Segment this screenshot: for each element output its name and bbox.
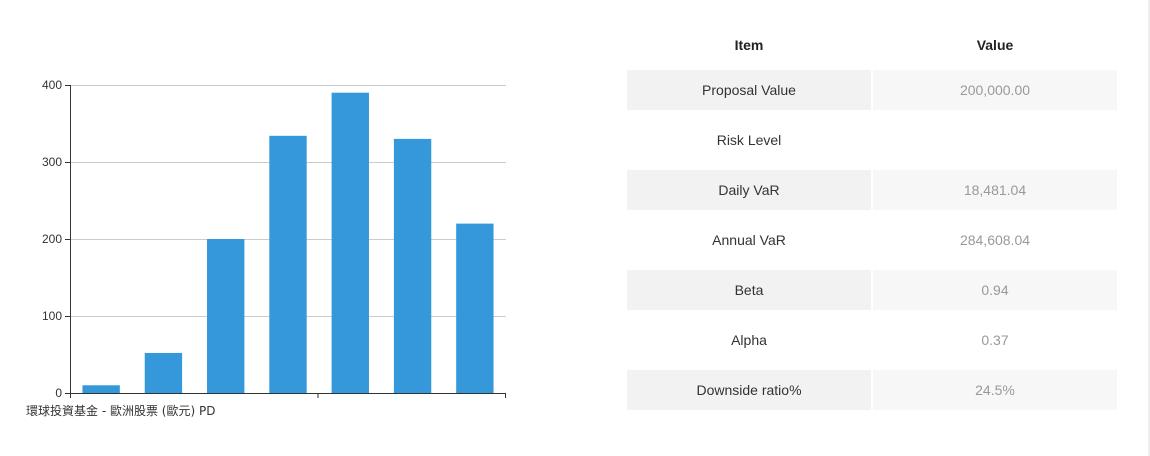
- table-row: Daily VaR 18,481.04: [627, 165, 1117, 215]
- bar: [456, 223, 494, 393]
- y-tick-label: 400: [42, 78, 62, 92]
- bar: [144, 352, 183, 393]
- row-value-risk-level: [871, 115, 1117, 165]
- table-row: Proposal Value 200,000.00: [627, 65, 1117, 115]
- row-label-beta: Beta: [627, 265, 871, 315]
- row-value-beta: 0.94: [871, 265, 1117, 315]
- bar: [269, 135, 307, 393]
- table-row: Downside ratio% 24.5%: [627, 365, 1117, 415]
- row-label-daily-var: Daily VaR: [627, 165, 871, 215]
- row-label-downside-ratio: Downside ratio%: [627, 365, 871, 415]
- row-label-risk-level: Risk Level: [627, 115, 871, 165]
- x-axis-series-label: 環球投資基金 - 歐洲股票 (歐元) PD: [26, 404, 216, 418]
- row-label-annual-var: Annual VaR: [627, 215, 871, 265]
- row-label-alpha: Alpha: [627, 315, 871, 365]
- row-value-proposal-value: 200,000.00: [871, 65, 1117, 115]
- scroll-edge: [1148, 0, 1150, 456]
- table-row: Risk Level: [627, 115, 1117, 165]
- bar: [82, 385, 120, 393]
- column-header-value: Value: [871, 25, 1117, 65]
- row-value-daily-var: 18,481.04: [871, 165, 1117, 215]
- y-tick-label: 200: [42, 232, 62, 246]
- bar-chart: 0 100 200 300 400 環球投資基金 - 歐洲股票 (歐元) PD: [26, 78, 506, 418]
- table-row: Annual VaR 284,608.04: [627, 215, 1117, 265]
- bar: [207, 239, 245, 393]
- bar-chart-svg: 0 100 200 300 400: [42, 78, 506, 400]
- y-tick-label: 300: [42, 155, 62, 169]
- row-label-proposal-value: Proposal Value: [627, 65, 871, 115]
- y-tick-label: 0: [55, 386, 62, 400]
- bar: [331, 92, 369, 393]
- column-header-item: Item: [734, 37, 764, 53]
- table-header-row: Item Value: [627, 25, 1117, 65]
- table-row: Beta 0.94: [627, 265, 1117, 315]
- row-value-annual-var: 284,608.04: [871, 215, 1117, 265]
- risk-metrics-table: Item Value Proposal Value 200,000.00 Ris…: [627, 25, 1117, 415]
- bar: [393, 138, 432, 393]
- row-value-downside-ratio: 24.5%: [871, 365, 1117, 415]
- table-row: Alpha 0.37: [627, 315, 1117, 365]
- row-value-alpha: 0.37: [871, 315, 1117, 365]
- y-tick-label: 100: [42, 309, 62, 323]
